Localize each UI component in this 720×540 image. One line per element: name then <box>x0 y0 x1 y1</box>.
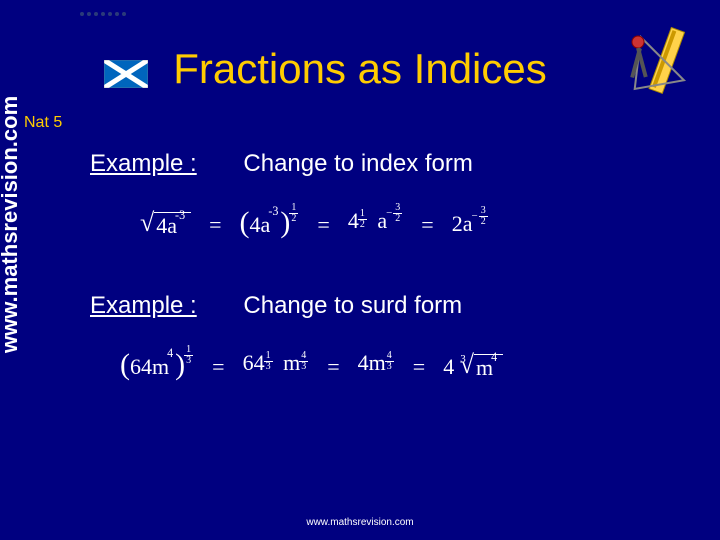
sidebar-url: www.mathsrevision.com <box>0 96 23 353</box>
eq1-step2-e1: 12 <box>358 209 367 230</box>
math-tools-icon <box>610 20 700 100</box>
example2-instruction: Change to surd form <box>243 292 462 319</box>
main-content: Example : Change to index form √ 4a-3 = … <box>90 150 680 500</box>
eq1-step1-base: 4a <box>250 212 271 238</box>
eq2-s1-b1: 64 <box>243 350 265 375</box>
eq2-res-rootexp: 4 <box>491 350 497 365</box>
eq1-step1: ( 4a-3 ) 1 2 <box>240 208 300 242</box>
eq1-step2: 412 a−32 <box>348 208 403 242</box>
example1-label: Example : <box>90 150 197 177</box>
example2-heading: Example : Change to surd form <box>90 292 680 320</box>
example1-instruction: Change to index form <box>243 150 472 177</box>
eq2-s2-exp: 43 <box>385 351 394 372</box>
eq2-result: 4 3 √ m4 <box>443 352 503 382</box>
eq1-step1-outerexp: 1 2 <box>289 203 298 224</box>
example1-heading: Example : Change to index form <box>90 150 680 178</box>
eq1-res-coef: 2 <box>452 211 463 236</box>
equals-icon: = <box>212 354 224 380</box>
scotland-flag-icon <box>104 60 148 88</box>
equals-icon: = <box>317 212 329 238</box>
eq2-s2-coef: 4 <box>358 350 369 375</box>
eq1-lhs-coef: 4 <box>156 213 167 239</box>
example2-label: Example : <box>90 292 197 319</box>
equals-icon: = <box>421 212 433 238</box>
eq1-step1-innerexp: -3 <box>268 204 278 219</box>
eq2-s1-b2: m <box>283 350 300 375</box>
eq2-lhs-varexp: 4 <box>167 346 173 361</box>
equals-icon: = <box>327 354 339 380</box>
footer-url: www.mathsrevision.com <box>306 517 413 528</box>
eq2-lhs-coef: 64 <box>130 354 152 380</box>
equals-icon: = <box>209 212 221 238</box>
eq2-lhs-outerexp: 1 3 <box>184 345 193 366</box>
eq2-s1-e1: 13 <box>264 351 273 372</box>
equals-icon: = <box>413 354 425 380</box>
decorative-bullets <box>80 12 126 16</box>
eq2-step2: 4m43 <box>358 350 395 384</box>
eq2-lhs: ( 64m4 ) 1 3 <box>120 350 194 384</box>
example1-equation: √ 4a-3 = ( 4a-3 ) 1 2 = 412 a−32 = 2a−32 <box>140 208 680 242</box>
level-badge: Nat 5 <box>24 114 62 132</box>
eq2-res-coef: 4 <box>443 354 454 380</box>
example2-equation: ( 64m4 ) 1 3 = 6413 m43 = 4m43 = 4 3 √ <box>120 350 680 384</box>
eq1-step2-e2: −32 <box>386 203 402 224</box>
eq1-lhs-exp: -3 <box>175 208 185 223</box>
eq1-res-exp: −32 <box>471 206 487 227</box>
eq2-s2-var: m <box>369 350 386 375</box>
page-title: Fractions as Indices <box>173 45 547 93</box>
eq1-result: 2a−32 <box>452 211 489 239</box>
eq2-s1-e2: 43 <box>299 351 308 372</box>
eq1-lhs: √ 4a-3 <box>140 210 191 240</box>
eq2-step1: 6413 m43 <box>243 350 310 384</box>
